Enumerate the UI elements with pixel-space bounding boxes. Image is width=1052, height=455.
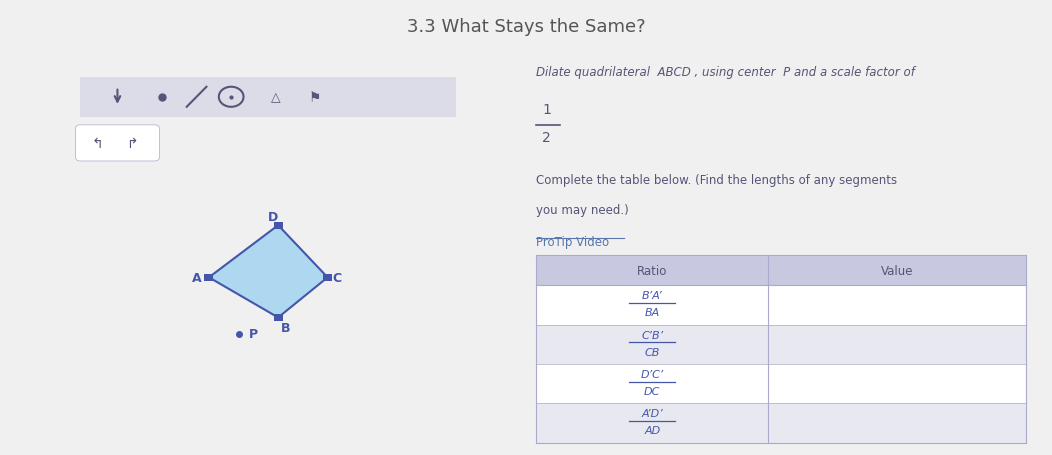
Text: 1: 1 xyxy=(542,102,551,116)
Bar xyxy=(274,314,283,321)
FancyBboxPatch shape xyxy=(537,325,1026,364)
Text: D: D xyxy=(268,210,279,223)
Text: D’C’: D’C’ xyxy=(641,369,664,379)
Text: ⚑: ⚑ xyxy=(309,91,322,105)
Text: Complete the table below. (Find the lengths of any segments: Complete the table below. (Find the leng… xyxy=(537,174,897,187)
Text: A: A xyxy=(191,271,201,284)
Text: Value: Value xyxy=(881,264,913,277)
Bar xyxy=(274,222,283,229)
Text: Dilate quadrilateral  ABCD , using center  P and a scale factor of: Dilate quadrilateral ABCD , using center… xyxy=(537,66,915,79)
Bar xyxy=(323,274,332,281)
Text: Ratio: Ratio xyxy=(638,264,667,277)
Text: ↰: ↰ xyxy=(92,136,103,151)
Polygon shape xyxy=(209,226,327,318)
Text: DC: DC xyxy=(644,386,661,396)
Text: you may need.): you may need.) xyxy=(537,204,629,217)
Text: C’B’: C’B’ xyxy=(642,330,664,340)
Text: BA: BA xyxy=(645,308,660,318)
Text: 3.3 What Stays the Same?: 3.3 What Stays the Same? xyxy=(407,18,645,36)
Bar xyxy=(204,274,214,281)
Text: P: P xyxy=(248,327,258,340)
Text: C: C xyxy=(332,271,341,284)
Text: ProTip Video: ProTip Video xyxy=(537,236,609,249)
FancyBboxPatch shape xyxy=(80,77,457,117)
Text: ↱: ↱ xyxy=(126,136,138,151)
Text: B: B xyxy=(281,321,290,334)
FancyBboxPatch shape xyxy=(76,126,160,162)
Text: △: △ xyxy=(270,91,281,104)
Text: B’A’: B’A’ xyxy=(642,291,663,301)
FancyBboxPatch shape xyxy=(537,364,1026,404)
Text: AD: AD xyxy=(644,425,661,435)
Text: A’D’: A’D’ xyxy=(642,409,663,419)
FancyBboxPatch shape xyxy=(537,286,1026,325)
FancyBboxPatch shape xyxy=(537,256,1026,286)
Text: 2: 2 xyxy=(542,131,551,145)
FancyBboxPatch shape xyxy=(537,404,1026,443)
Text: CB: CB xyxy=(645,347,660,357)
